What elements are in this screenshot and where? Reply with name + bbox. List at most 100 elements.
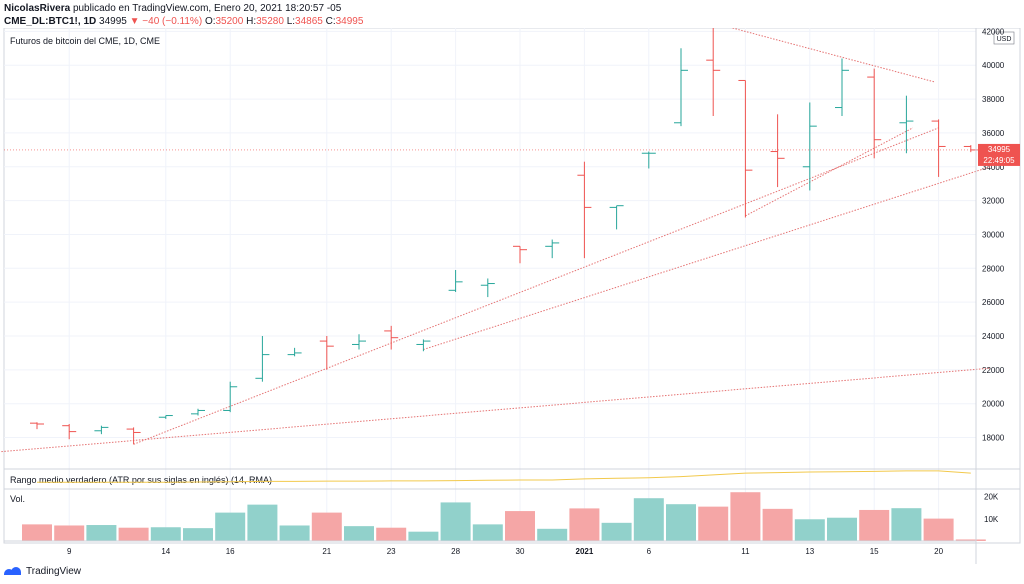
volume-bar — [762, 508, 793, 541]
chart-header: NicolasRivera publicado en TradingView.c… — [4, 2, 1020, 28]
volume-tick-label: 10K — [984, 515, 999, 524]
ohlc-bar — [577, 161, 592, 259]
high-label: H: — [246, 16, 257, 27]
volume-bar — [730, 492, 761, 541]
trendline — [732, 28, 936, 83]
open-value: 35200 — [215, 16, 244, 27]
volume-bar — [472, 524, 503, 541]
price-tick-label: 32000 — [982, 197, 1005, 206]
ohlc-bar — [319, 336, 334, 370]
ohlc-bar — [223, 381, 238, 413]
volume-bar — [311, 512, 342, 541]
trendlines[interactable] — [0, 28, 991, 453]
atr-line — [37, 470, 971, 483]
footer: TradingView — [4, 566, 81, 577]
time-tick-label: 20 — [934, 547, 943, 556]
ohlc-bar — [255, 336, 270, 382]
price-axis[interactable]: 18000 20000 22000 24000 26000 28000 30000 32000… — [982, 28, 1005, 443]
ohlc-bar — [835, 58, 849, 116]
volume-bars — [22, 492, 986, 541]
trendline — [133, 127, 939, 445]
ohlc-bar — [513, 245, 527, 264]
volume-bar — [794, 519, 825, 541]
volume-bar — [666, 504, 696, 541]
time-axis[interactable]: 9 14 16 21 23 28 30 2021 6 11 13 15 20 — [67, 547, 944, 556]
ohlc-bar — [770, 114, 785, 188]
volume-tick-label: 20K — [984, 493, 999, 502]
brand-name[interactable]: TradingView — [26, 566, 82, 577]
symbol-line: CME_DL:BTC1!, 1D 34995 ▼ −40 (−0.11%) O:… — [4, 15, 1020, 28]
ohlc-bar — [802, 102, 817, 191]
close-label: C: — [325, 16, 336, 27]
volume-bar — [22, 524, 52, 541]
publish-info: publicado en TradingView.com, Enero 20, … — [72, 3, 342, 14]
price-tick-label: 30000 — [982, 230, 1005, 239]
volume-bar — [698, 506, 729, 541]
volume-bar — [601, 522, 632, 541]
ohlc-bar — [448, 270, 463, 292]
down-arrow-icon: ▼ — [129, 16, 140, 27]
volume-bar — [859, 509, 890, 541]
atr-title: Rango medio verdadero (ATR por sus sigla… — [10, 475, 272, 485]
publish-line: NicolasRivera publicado en TradingView.c… — [4, 2, 1020, 15]
currency-box[interactable] — [993, 31, 1015, 45]
price-tick-label: 18000 — [982, 434, 1005, 443]
ohlc-bar — [641, 151, 656, 169]
price-grid — [4, 28, 976, 541]
volume-bar — [891, 508, 922, 541]
time-tick-label: 21 — [322, 547, 331, 556]
ohlc-bar — [963, 145, 978, 153]
price-tick-label: 40000 — [982, 61, 1005, 70]
time-tick-label: 2021 — [576, 547, 594, 556]
ohlc-bar — [191, 408, 205, 416]
ohlc-bar — [287, 347, 302, 357]
ohlc-bar — [867, 68, 882, 159]
time-tick-label: 9 — [67, 547, 72, 556]
ohlc-bars — [30, 28, 978, 445]
volume-bar — [86, 525, 117, 541]
ohlc-bar — [352, 334, 366, 350]
time-tick-label: 28 — [451, 547, 460, 556]
time-tick-label: 11 — [741, 547, 750, 556]
volume-bar — [215, 512, 246, 541]
volume-bar — [247, 504, 278, 541]
price-tick-label: 28000 — [982, 264, 1005, 273]
ohlc-bar — [94, 425, 109, 435]
time-tick-label: 16 — [226, 547, 235, 556]
price-chart[interactable]: Futuros de bitcoin del CME, 1D, CME USD … — [0, 28, 1024, 564]
ohlc-bar — [416, 339, 431, 352]
low-label: L: — [286, 16, 296, 27]
time-tick-label: 23 — [387, 547, 396, 556]
price-tick-label: 36000 — [982, 129, 1005, 138]
volume-bar — [408, 531, 439, 541]
volume-bar — [505, 511, 535, 541]
trendline — [423, 166, 991, 351]
volume-bar — [827, 517, 857, 541]
countdown-tag: 22:49:05 — [983, 156, 1015, 165]
volume-bar — [118, 527, 149, 541]
volume-axis: 10K 20K — [984, 493, 999, 524]
volume-bar — [537, 528, 568, 541]
volume-bar — [183, 528, 213, 541]
volume-bar — [633, 498, 664, 541]
price-tick-label: 42000 — [982, 28, 1005, 36]
ohlc-bar — [738, 79, 753, 218]
open-label: O: — [204, 16, 216, 27]
author-name[interactable]: NicolasRivera — [4, 3, 71, 14]
volume-bar — [923, 518, 954, 541]
symbol-label[interactable]: CME_DL:BTC1!, 1D — [4, 16, 97, 27]
price-change: −40 (−0.11%) — [142, 16, 203, 27]
trendline — [0, 367, 991, 453]
chart-frame — [3, 28, 1021, 544]
ohlc-bar — [899, 95, 914, 154]
tradingview-logo-icon — [4, 566, 22, 577]
volume-bar — [440, 502, 471, 541]
price-tick-label: 34000 — [982, 163, 1005, 172]
chart-title: Futuros de bitcoin del CME, 1D, CME — [10, 36, 160, 46]
volume-bar — [279, 525, 310, 541]
last-price-tag: 34995 — [988, 145, 1011, 154]
volume-label: Vol. — [10, 494, 25, 504]
price-tick-label: 20000 — [982, 400, 1005, 409]
low-value: 34865 — [295, 16, 323, 27]
volume-bar — [376, 527, 407, 541]
